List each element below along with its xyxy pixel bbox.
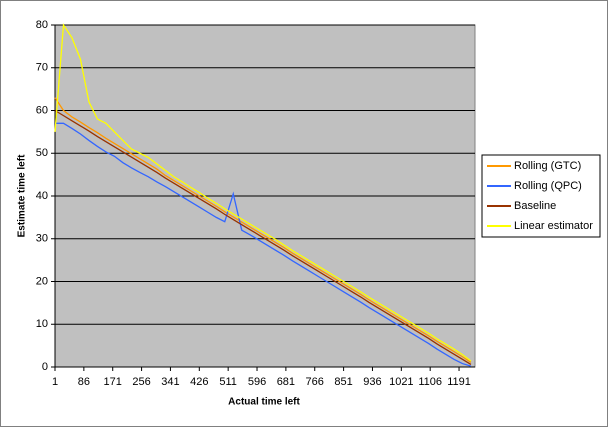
x-tick-label: 426 — [190, 376, 208, 388]
x-tick-label: 86 — [78, 376, 90, 388]
y-tick-label: 20 — [36, 275, 48, 287]
series-line — [55, 122, 472, 367]
y-tick-label: 30 — [36, 233, 48, 245]
y-tick-label: 70 — [36, 62, 48, 74]
series-line — [54, 109, 472, 365]
x-tick-label: 936 — [363, 376, 381, 388]
y-tick-label: 10 — [36, 318, 48, 330]
x-tick-label: 341 — [161, 376, 179, 388]
legend-label: Rolling (QPC) — [514, 180, 582, 192]
y-axis-title: Estimate time left — [17, 154, 28, 237]
y-tick-label: 80 — [36, 19, 48, 31]
x-tick-label: 1 — [52, 376, 58, 388]
x-tick-label: 766 — [306, 376, 324, 388]
x-tick-label: 596 — [248, 376, 266, 388]
series-line — [54, 97, 472, 363]
x-tick-label: 256 — [132, 376, 150, 388]
x-tick-label: 1021 — [389, 376, 413, 388]
legend-label: Linear estimator — [514, 220, 593, 232]
y-tick-label: 60 — [36, 104, 48, 116]
y-tick-label: 50 — [36, 147, 48, 159]
legend-label: Baseline — [514, 200, 556, 212]
legend — [481, 154, 601, 238]
legend-label: Rolling (GTC) — [514, 160, 581, 172]
x-tick-label: 511 — [219, 376, 237, 388]
x-tick-label: 681 — [277, 376, 295, 388]
x-tick-label: 1106 — [418, 376, 442, 388]
x-tick-label: 1191 — [447, 376, 471, 388]
series-line — [54, 23, 472, 362]
y-tick-label: 40 — [36, 190, 48, 202]
y-tick-label: 0 — [42, 361, 48, 373]
x-axis-title: Actual time left — [228, 397, 300, 408]
x-tick-label: 171 — [104, 376, 122, 388]
x-tick-label: 851 — [334, 376, 352, 388]
